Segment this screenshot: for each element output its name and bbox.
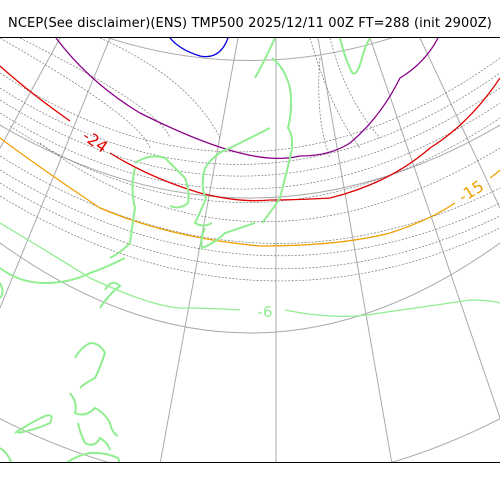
longitude-line: [0, 38, 111, 309]
contour-line: [99, 38, 221, 139]
map-panel: -24 -15 -6: [0, 37, 500, 463]
contour-line: [0, 102, 500, 190]
coastline: [254, 38, 276, 79]
contour-label-green: -6: [258, 303, 273, 321]
coastlines: [0, 38, 371, 462]
contour-line: [0, 72, 500, 165]
contour-line: [309, 38, 361, 149]
contour-line: [19, 38, 171, 139]
coastline: [339, 38, 371, 75]
longitude-line: [159, 38, 239, 462]
coastline: [99, 281, 122, 309]
coastline: [109, 167, 137, 259]
coastline: [66, 451, 121, 462]
contour-label-red: -24: [79, 126, 111, 157]
coastline: [77, 422, 111, 451]
red-contour: [0, 65, 500, 202]
contour-line: [0, 38, 151, 149]
coastline: [74, 341, 107, 389]
coastline: [0, 447, 13, 462]
contour-line: [0, 57, 500, 153]
longitude-line: [369, 38, 500, 419]
coastline: [200, 222, 256, 250]
contour-line: [0, 87, 500, 177]
contour-line: [39, 142, 500, 223]
contour-label-orange: -15: [455, 176, 487, 206]
contour-line: [0, 169, 500, 257]
contour-line: [0, 182, 500, 270]
blue-contour: [169, 38, 229, 58]
latitude-line: [107, 38, 393, 61]
orange-contour: [0, 137, 500, 247]
coastline: [261, 57, 294, 224]
graticule: [0, 38, 500, 462]
map-canvas: -24 -15 -6: [0, 38, 500, 462]
coastline: [134, 155, 190, 209]
green-contour: [0, 222, 500, 318]
coastline: [0, 257, 126, 285]
purple-contour: [55, 38, 439, 160]
map-title: NCEP(See disclaimer)(ENS) TMP500 2025/12…: [8, 16, 492, 31]
longitude-line: [317, 38, 393, 462]
coastline: [0, 282, 4, 299]
coastline: [193, 127, 271, 227]
latitude-line: [0, 242, 500, 334]
contour-line: [318, 57, 331, 159]
longitude-line: [0, 38, 61, 149]
contour-line: [0, 195, 500, 282]
minor-contours: [0, 38, 500, 282]
coastline: [69, 392, 119, 437]
latitude-line: [0, 418, 500, 462]
longitude-line: [419, 38, 500, 209]
contour-line: [329, 38, 381, 139]
coastline: [14, 414, 53, 434]
contour-line: [0, 155, 500, 244]
